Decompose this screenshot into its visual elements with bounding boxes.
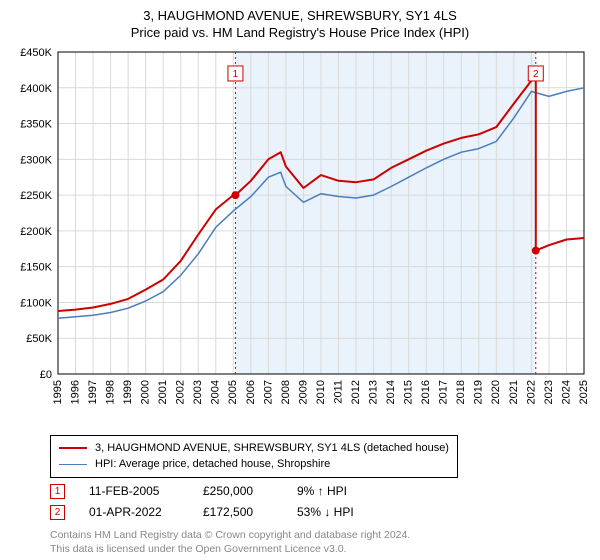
x-tick-label: 2023 [543,380,555,404]
x-tick-label: 2008 [280,380,292,404]
x-tick-label: 2012 [350,380,362,404]
y-tick-label: £150K [20,262,52,274]
sale-marker-dot [231,191,239,199]
sale-diff: 9% ↑ HPI [297,484,377,498]
x-tick-label: 2005 [227,380,239,404]
sale-diff: 53% ↓ HPI [297,505,377,519]
y-tick-label: £250K [20,190,52,202]
legend-label: 3, HAUGHMOND AVENUE, SHREWSBURY, SY1 4LS… [95,440,449,457]
x-tick-label: 1998 [105,380,117,404]
x-tick-label: 1995 [52,380,64,404]
sale-marker-number: 1 [233,69,239,80]
x-tick-label: 2021 [508,380,520,404]
sale-badge: 2 [50,505,65,520]
y-tick-label: £0 [40,369,52,381]
attribution: Contains HM Land Registry data © Crown c… [50,528,590,556]
chart-subtitle: Price paid vs. HM Land Registry's House … [10,25,590,40]
y-tick-label: £50K [26,333,52,345]
x-tick-label: 1999 [122,380,134,404]
sale-marker-dot [532,247,540,255]
shaded-ownership-region [235,52,535,374]
x-tick-label: 2015 [403,380,415,404]
sale-price: £172,500 [203,505,273,519]
legend-row: 3, HAUGHMOND AVENUE, SHREWSBURY, SY1 4LS… [59,440,449,457]
y-tick-label: £100K [20,297,52,309]
sale-row: 2 01-APR-2022 £172,500 53% ↓ HPI [50,505,590,520]
title-block: 3, HAUGHMOND AVENUE, SHREWSBURY, SY1 4LS… [10,8,590,40]
x-tick-label: 2011 [332,380,344,404]
x-tick-label: 2018 [455,380,467,404]
x-tick-label: 2009 [297,380,309,404]
sale-badge: 1 [50,484,65,499]
chart-area: £0 £50K £100K £150K £200K £250K £300K £350K £400… [10,46,590,427]
legend-label: HPI: Average price, detached house, Shro… [95,456,330,473]
x-tick-label: 2000 [140,380,152,404]
sale-transactions: 1 11-FEB-2005 £250,000 9% ↑ HPI 2 01-APR-2022… [50,484,590,526]
sale-row: 1 11-FEB-2005 £250,000 9% ↑ HPI [50,484,590,499]
x-tick-label: 2007 [262,380,274,404]
legend-swatch [59,464,87,465]
sale-date: 11-FEB-2005 [89,484,179,498]
legend-row: HPI: Average price, detached house, Shro… [59,456,449,473]
chart-title: 3, HAUGHMOND AVENUE, SHREWSBURY, SY1 4LS [10,8,590,23]
x-tick-label: 2019 [473,380,485,404]
x-tick-label: 2014 [385,380,397,404]
y-tick-label: £300K [20,154,52,166]
x-tick-label: 2025 [578,380,590,404]
sale-date: 01-APR-2022 [89,505,179,519]
x-tick-label: 2016 [420,380,432,404]
x-tick-label: 2024 [560,380,572,404]
x-tick-label: 1997 [87,380,99,404]
x-tick-label: 2010 [315,380,327,404]
attribution-line: Contains HM Land Registry data © Crown c… [50,528,590,542]
x-tick-label: 2006 [245,380,257,404]
x-tick-label: 2003 [192,380,204,404]
x-tick-label: 2004 [210,380,222,404]
legend: 3, HAUGHMOND AVENUE, SHREWSBURY, SY1 4LS… [50,435,458,478]
y-tick-label: £450K [20,47,52,59]
attribution-line: This data is licensed under the Open Gov… [50,542,590,556]
y-tick-label: £400K [20,83,52,95]
y-tick-label: £200K [20,226,52,238]
x-tick-label: 2017 [438,380,450,404]
sale-marker-number: 2 [533,69,539,80]
x-tick-label: 2002 [175,380,187,404]
legend-swatch [59,447,87,449]
x-tick-label: 2022 [525,380,537,404]
chart-container: 3, HAUGHMOND AVENUE, SHREWSBURY, SY1 4LS… [0,0,600,560]
x-tick-label: 2013 [368,380,380,404]
sale-price: £250,000 [203,484,273,498]
y-tick-label: £350K [20,119,52,131]
x-tick-label: 2020 [490,380,502,404]
x-tick-label: 2001 [157,380,169,404]
line-chart: £0 £50K £100K £150K £200K £250K £300K £350K £400… [10,46,590,406]
x-tick-label: 1996 [69,380,81,404]
